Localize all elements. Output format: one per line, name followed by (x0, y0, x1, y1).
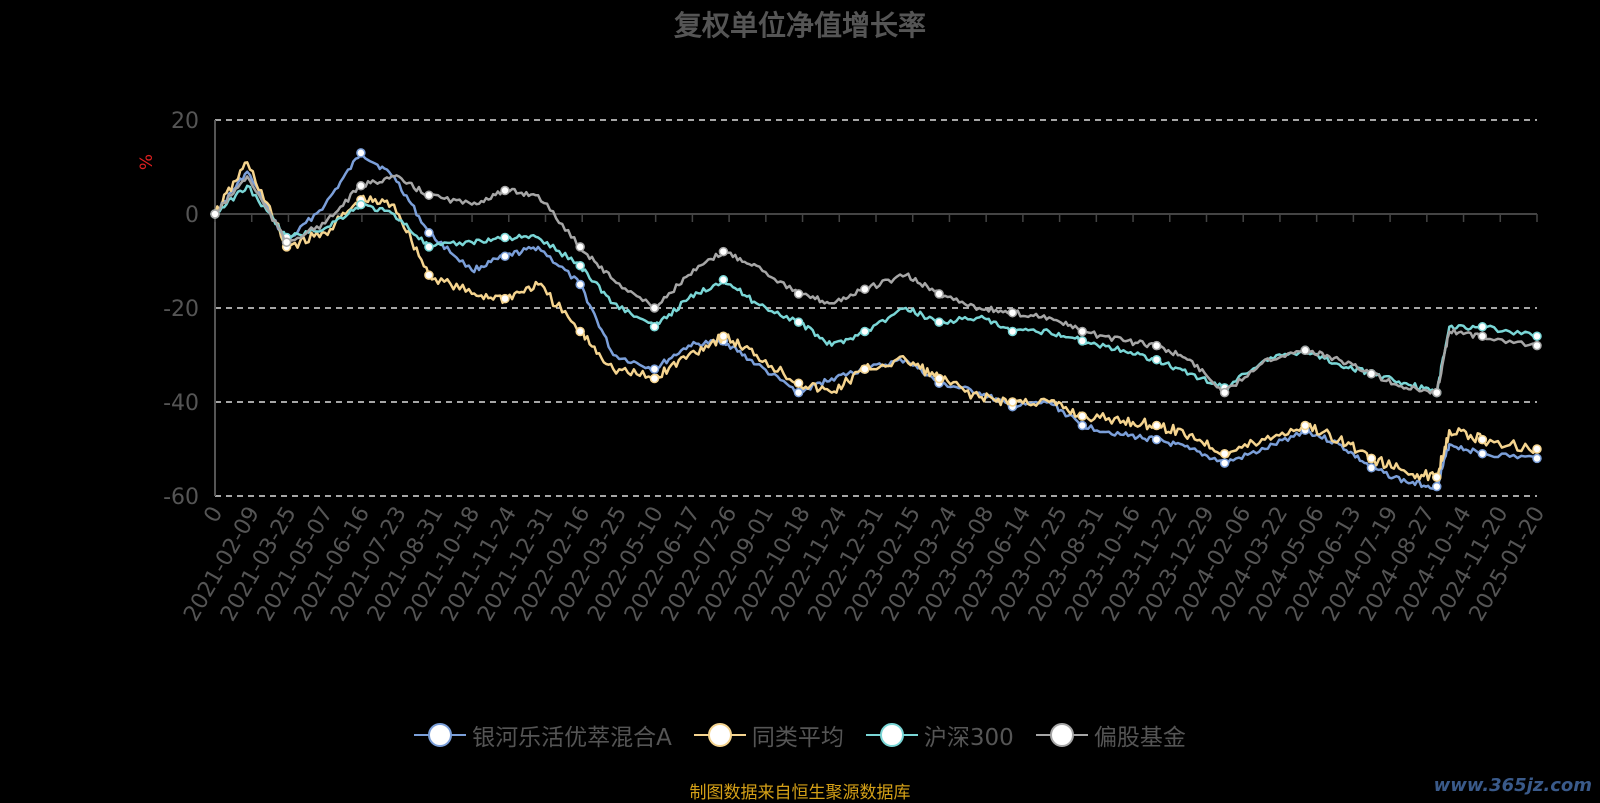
data-point (649, 303, 660, 313)
legend-marker-icon (414, 721, 467, 749)
watermark: www.365jz.com (1433, 775, 1592, 796)
data-point (934, 317, 944, 327)
legend-marker-icon (1035, 721, 1088, 749)
data-point (500, 293, 510, 304)
legend-item[interactable]: 沪深300 (865, 718, 1014, 752)
data-point (860, 364, 870, 374)
legend-label: 偏股基金 (1093, 725, 1186, 751)
data-point (718, 331, 729, 341)
data-point (718, 275, 729, 285)
data-point (860, 284, 870, 294)
legend-marker-icon (693, 721, 746, 749)
data-point (1366, 463, 1377, 473)
legend-label: 银河乐活优萃混合A (472, 725, 672, 751)
x-tick-label: 0 (200, 503, 229, 528)
data-point (1366, 453, 1377, 464)
data-point (424, 242, 434, 252)
y-axis-label: % (137, 154, 157, 170)
data-point (1300, 345, 1310, 356)
data-point (793, 317, 804, 327)
data-point (1477, 448, 1488, 459)
data-point (281, 237, 292, 247)
legend-marker-icon (865, 721, 918, 749)
series-line-2 (214, 184, 1538, 395)
data-point (1477, 331, 1488, 341)
source-note: 制图数据来自恒生聚源数据库 (689, 783, 911, 803)
data-point (356, 181, 366, 191)
data-point (718, 246, 729, 257)
legend: 银河乐活优萃混合A 同类平均 沪深300 偏股基金 (0, 718, 1600, 752)
data-point (575, 242, 585, 252)
data-point (649, 364, 660, 374)
series-line-1 (213, 161, 1538, 482)
data-point (649, 373, 660, 384)
data-point (1432, 472, 1442, 482)
y-axis-label-layer: % (137, 154, 157, 170)
data-point (500, 232, 510, 243)
y-tick-label: 0 (185, 203, 199, 228)
data-point (860, 326, 870, 337)
data-point (934, 373, 944, 384)
grid-layer (215, 119, 1537, 497)
data-point (500, 251, 510, 262)
data-point (1219, 448, 1230, 459)
data-point (793, 378, 804, 388)
data-point (649, 322, 660, 332)
chart-title: 复权单位净值增长率 (673, 9, 926, 42)
data-point (1151, 340, 1162, 351)
data-point (1151, 420, 1162, 431)
y-tick-label: 20 (171, 109, 199, 134)
data-point (424, 190, 434, 200)
data-point (575, 326, 585, 337)
data-point (1151, 354, 1162, 365)
data-point (1151, 434, 1162, 445)
data-point (1300, 420, 1310, 431)
data-point (934, 289, 944, 299)
data-point (1219, 458, 1230, 468)
y-tick-label: -20 (163, 297, 199, 322)
data-point (1077, 326, 1088, 337)
data-point (500, 185, 510, 196)
data-point (1477, 322, 1488, 332)
data-point (210, 209, 220, 219)
data-point (1477, 434, 1488, 445)
data-point (424, 270, 434, 280)
legend-item[interactable]: 偏股基金 (1035, 718, 1186, 752)
data-point (1532, 444, 1542, 454)
legend-item[interactable]: 银河乐活优萃混合A (414, 718, 672, 752)
legend-item[interactable]: 同类平均 (693, 718, 844, 752)
legend-label: 沪深300 (923, 725, 1014, 751)
data-point (1366, 369, 1377, 379)
data-point (1219, 387, 1230, 398)
data-point (575, 260, 585, 271)
data-point (1432, 387, 1442, 398)
data-point (1007, 397, 1018, 407)
legend-label: 同类平均 (751, 725, 844, 751)
data-point (1077, 336, 1088, 346)
data-point (575, 279, 585, 290)
data-point (1077, 411, 1088, 421)
data-point (356, 199, 366, 210)
data-point (424, 228, 434, 238)
data-point (793, 387, 804, 398)
data-point (1077, 420, 1088, 431)
data-point (1007, 307, 1018, 318)
data-point (1532, 340, 1542, 351)
series-line-3 (214, 174, 1538, 395)
series-layer (210, 148, 1542, 492)
y-tick-label: -60 (163, 485, 199, 510)
data-point (1432, 481, 1442, 492)
data-point (1532, 453, 1542, 464)
y-tick-label: -40 (163, 391, 199, 416)
data-point (1007, 326, 1018, 337)
data-point (356, 148, 366, 158)
data-point (793, 289, 804, 299)
data-point (1532, 331, 1542, 341)
